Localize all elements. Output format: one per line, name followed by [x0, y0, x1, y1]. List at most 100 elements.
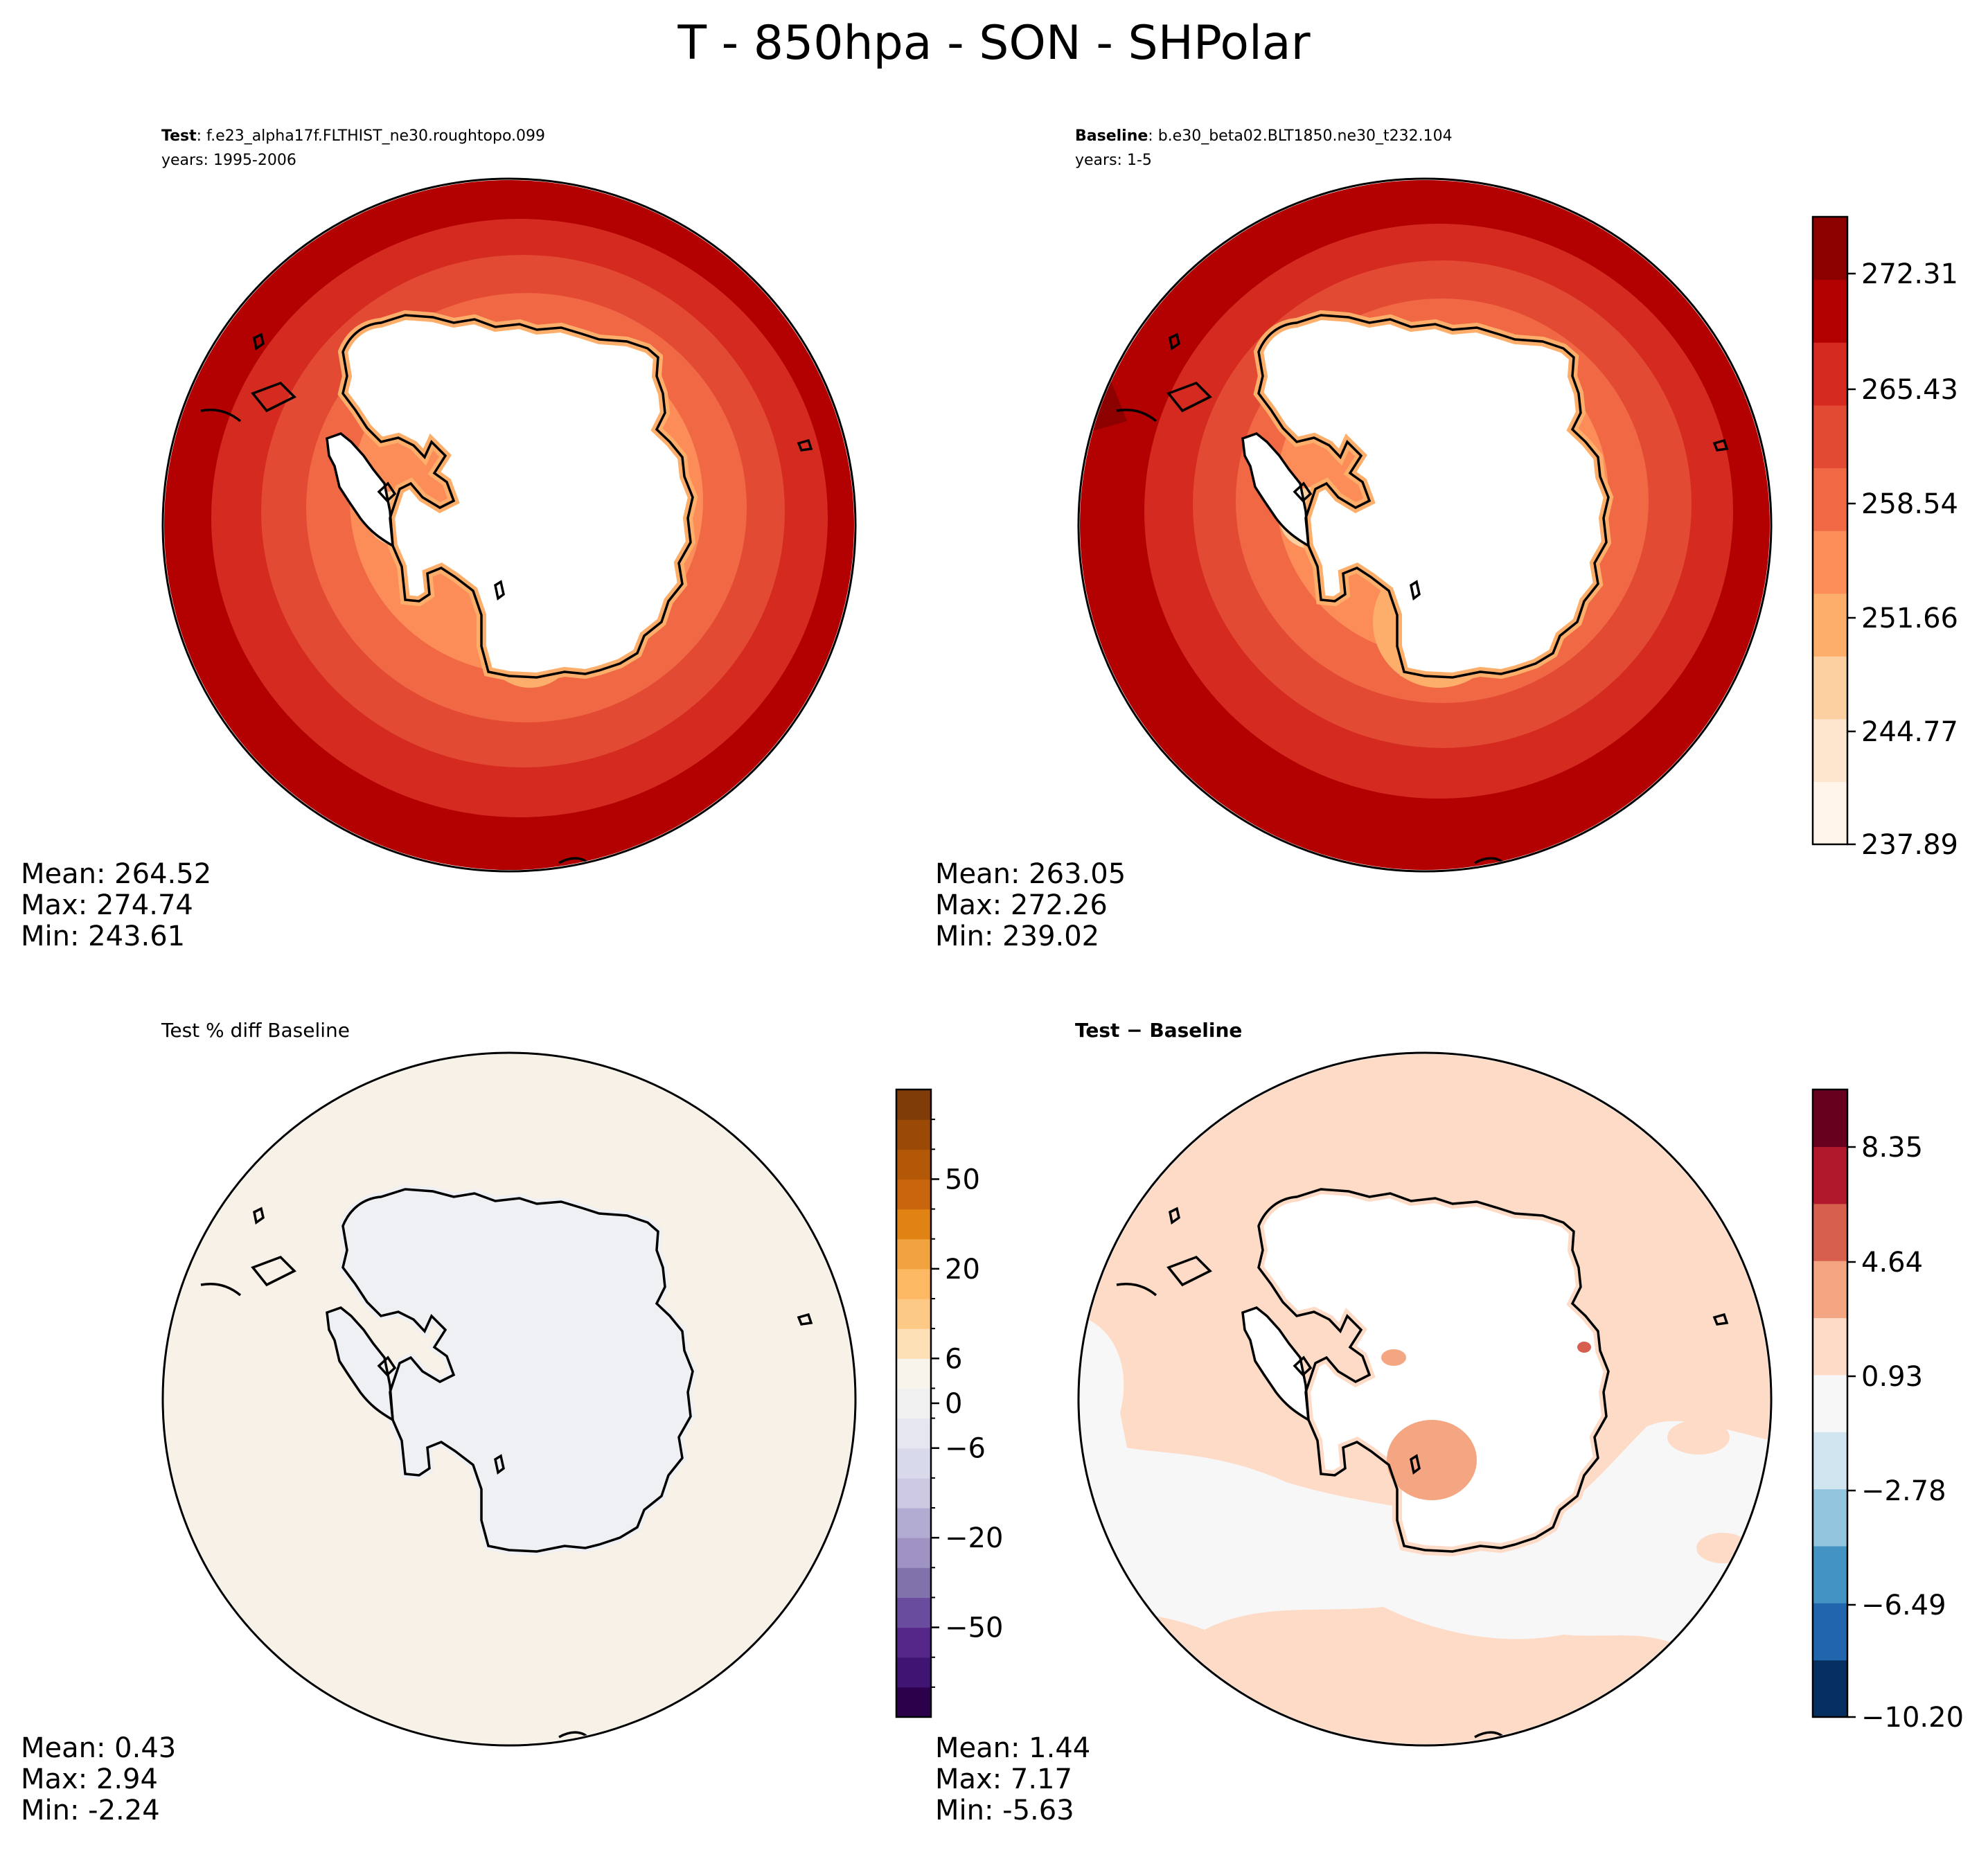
abs-colorbar-tick-label: 244.77 [1861, 716, 1958, 748]
diff-colorbar-segment [1813, 1089, 1847, 1147]
pct-colorbar-tick-label: −6 [945, 1433, 986, 1465]
pct-colorbar-tick-label: −20 [945, 1522, 1003, 1554]
pct-colorbar-segment [896, 1299, 931, 1329]
baseline-years: years: 1-5 [1075, 152, 1152, 169]
diff-min: Min: -5.63 [935, 1795, 1074, 1826]
pct-colorbar-segment [896, 1538, 931, 1568]
diff-field-patch-3 [1696, 1533, 1749, 1563]
diff-colorbar-segment [1813, 1317, 1847, 1376]
abs-colorbar-outline [1811, 215, 1849, 846]
pct-mean: Mean: 0.43 [21, 1732, 176, 1764]
diff-mean: Mean: 1.44 [935, 1732, 1090, 1764]
panel-pct-diff: Test % diff Baseline Mean: 0.43 Max: 2.9… [21, 1019, 857, 1826]
pct-colorbar-segment [896, 1597, 931, 1628]
diff-colorbar-segment [1813, 1545, 1847, 1603]
test-years: years: 1995-2006 [161, 152, 296, 169]
pct-colorbar-segment [896, 1268, 931, 1299]
diff-colorbar-tick-label: −2.78 [1861, 1475, 1946, 1507]
figure-title: T - 850hpa - SON - SHPolar [677, 16, 1310, 71]
diff-field-warm-spot [1381, 1349, 1406, 1366]
map-test [161, 177, 857, 873]
abs-colorbar-tick-label: 251.66 [1861, 603, 1958, 634]
pct-colorbar-tick-label: 0 [945, 1388, 962, 1420]
abs-colorbar-segment [1813, 279, 1847, 343]
abs-colorbar-segment [1813, 593, 1847, 657]
pct-min: Min: -2.24 [21, 1795, 160, 1826]
baseline-field-hot-west [1080, 234, 1127, 435]
diff-field-warm-spot-2 [1577, 1342, 1591, 1353]
pct-colorbar-tick-label: 6 [945, 1343, 962, 1375]
pct-colorbar-segment [896, 1567, 931, 1599]
diff-colorbar-segment [1813, 1660, 1847, 1718]
diff-label: Test − Baseline [1075, 1019, 1242, 1042]
abs-colorbar-segment [1813, 217, 1847, 281]
pct-colorbar-segment [896, 1328, 931, 1359]
abs-colorbar-segment [1813, 781, 1847, 845]
colorbar-pct-diff: 50 20 6 0 −6 −20 −50 [895, 1088, 1003, 1718]
diff-map-boundary [1077, 1051, 1773, 1747]
diff-colorbar-tick-label: −6.49 [1861, 1590, 1946, 1621]
pct-colorbar-segment [896, 1418, 931, 1449]
pct-colorbar-tick-label: 20 [945, 1254, 980, 1286]
panel-test: Test: f.e23_alpha17f.FLTHIST_ne30.rought… [21, 127, 857, 952]
pct-map-boundary [161, 1051, 857, 1747]
test-run-name: : f.e23_alpha17f.FLTHIST_ne30.roughtopo.… [197, 127, 545, 145]
diff-colorbar-tick-label: 0.93 [1861, 1361, 1923, 1393]
map-diff [1077, 1051, 1773, 1747]
pct-colorbar-segment [896, 1477, 931, 1509]
baseline-max: Max: 272.26 [935, 889, 1108, 921]
pct-colorbar-segment [896, 1089, 931, 1120]
test-max: Max: 274.74 [21, 889, 193, 921]
abs-colorbar-tick-label: 272.31 [1861, 258, 1958, 290]
diff-colorbar-segment [1813, 1261, 1847, 1319]
baseline-map-boundary [1077, 177, 1773, 873]
diff-colorbar-segment [1813, 1374, 1847, 1432]
colorbar-absolute: 272.31 265.43 258.54 251.66 244.77 237.89 [1811, 215, 1958, 861]
pct-colorbar-segment [896, 1358, 931, 1389]
diff-colorbar-segment [1813, 1603, 1847, 1661]
diff-colorbar-outline [1811, 1088, 1849, 1718]
pct-max: Max: 2.94 [21, 1763, 158, 1795]
test-mean: Mean: 264.52 [21, 858, 211, 890]
pct-colorbar-segment [896, 1627, 931, 1658]
diff-colorbar-segment [1813, 1432, 1847, 1490]
diff-colorbar-tick-label: 8.35 [1861, 1132, 1923, 1164]
diff-colorbar-segment [1813, 1488, 1847, 1547]
test-map-boundary [161, 177, 857, 873]
abs-colorbar-segment [1813, 656, 1847, 720]
panel-baseline: Baseline: b.e30_beta02.BLT1850.ne30_t232… [935, 127, 1773, 952]
abs-colorbar-tick-label: 237.89 [1861, 829, 1958, 861]
diff-field-east-band [1508, 1667, 1770, 1744]
test-run-label: Test: f.e23_alpha17f.FLTHIST_ne30.rought… [161, 127, 545, 145]
baseline-label-bold: Baseline [1075, 127, 1148, 145]
abs-colorbar-segment [1813, 531, 1847, 594]
abs-colorbar-tick-label: 258.54 [1861, 488, 1958, 520]
panel-diff: Test − Baseline Mean: 1.44 Max: 7.17 [935, 1019, 1773, 1826]
abs-colorbar-tick-label: 265.43 [1861, 374, 1958, 406]
abs-colorbar-segment [1813, 342, 1847, 406]
pct-diff-label: Test % diff Baseline [161, 1019, 350, 1042]
pct-colorbar-tick-label: 50 [945, 1164, 980, 1195]
diff-max: Max: 7.17 [935, 1763, 1072, 1795]
diff-colorbar-segment [1813, 1146, 1847, 1204]
pct-colorbar-segment [896, 1149, 931, 1180]
pct-colorbar-segment [896, 1388, 931, 1419]
diff-colorbar-tick-label: −10.20 [1861, 1702, 1964, 1734]
diff-field-patch-2 [1667, 1420, 1730, 1455]
baseline-min: Min: 239.02 [935, 920, 1099, 952]
pct-colorbar-segment [896, 1448, 931, 1479]
pct-colorbar-tick-label: −50 [945, 1612, 1003, 1644]
pct-colorbar-segment [896, 1238, 931, 1270]
pct-colorbar-segment [896, 1179, 931, 1210]
diff-field-ross-warm [1387, 1420, 1477, 1500]
abs-colorbar-segment [1813, 468, 1847, 531]
pct-colorbar-segment [896, 1687, 931, 1718]
baseline-run-name: : b.e30_beta02.BLT1850.ne30_t232.104 [1148, 127, 1452, 145]
diff-colorbar-tick-label: 4.64 [1861, 1247, 1923, 1279]
abs-colorbar-segment [1813, 404, 1847, 468]
test-min: Min: 243.61 [21, 920, 185, 952]
diff-colorbar-segment [1813, 1203, 1847, 1261]
baseline-run-label: Baseline: b.e30_beta02.BLT1850.ne30_t232… [1075, 127, 1453, 145]
abs-colorbar-segment [1813, 718, 1847, 782]
